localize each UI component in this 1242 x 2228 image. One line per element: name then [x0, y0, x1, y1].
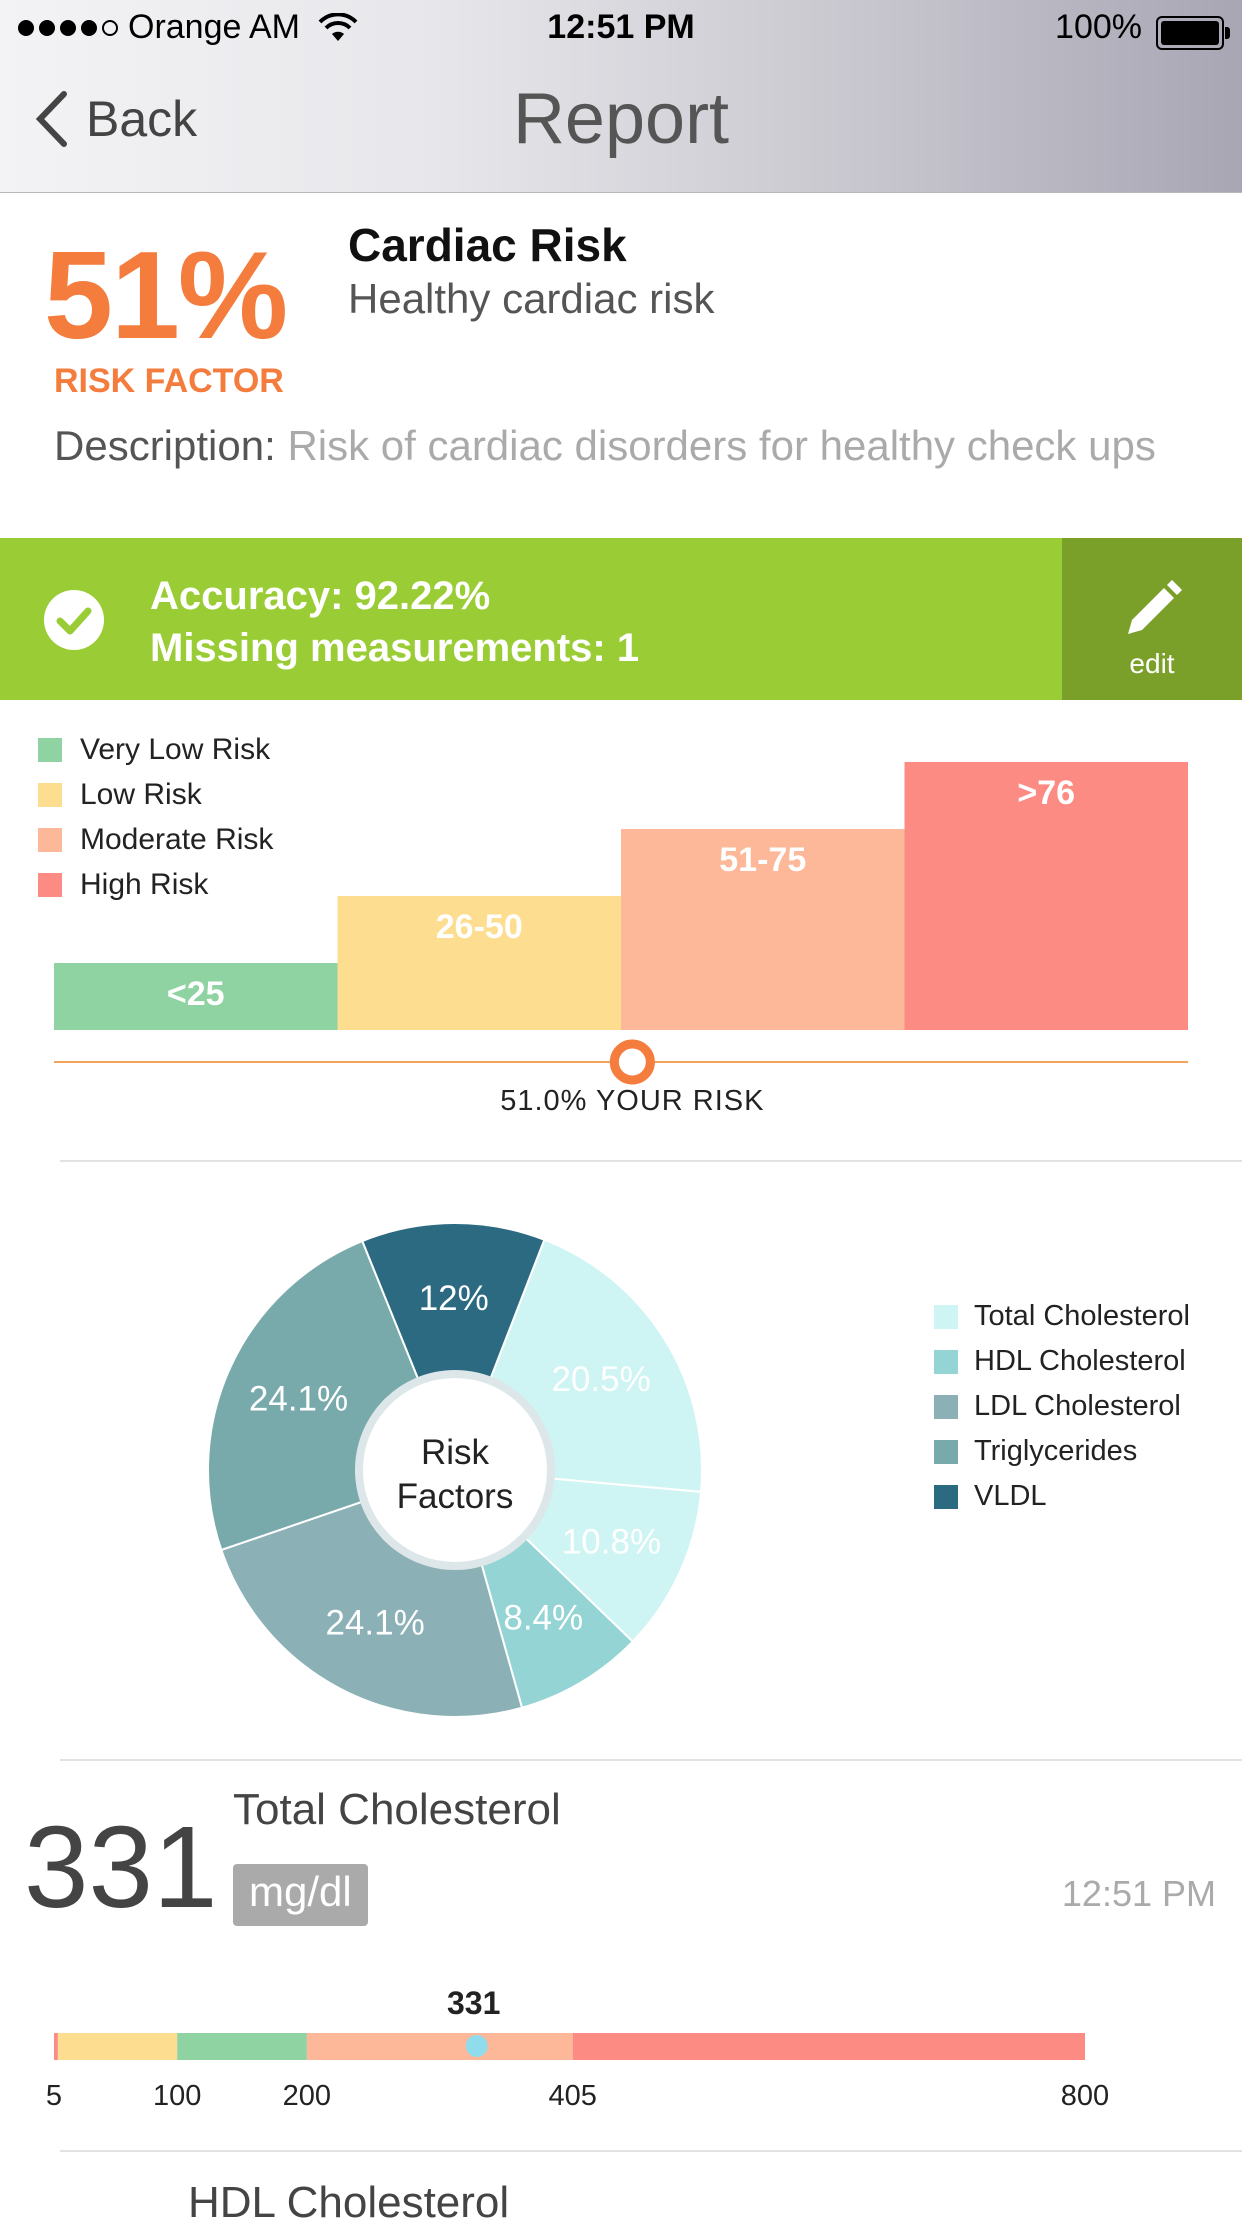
legend-swatch — [934, 1304, 958, 1329]
divider — [60, 1759, 1242, 1761]
legend-swatch — [934, 1439, 958, 1464]
legend-swatch — [38, 738, 62, 762]
risk-bar — [904, 762, 1188, 1030]
wifi-icon — [318, 12, 358, 41]
carrier-label: Orange AM — [128, 8, 300, 46]
legend-label: Moderate Risk — [80, 823, 274, 856]
pie-legend-item: HDL Cholesterol — [934, 1345, 1186, 1378]
range-tick-label: 100 — [152, 2080, 202, 2112]
legend-label: LDL Cholesterol — [974, 1390, 1181, 1422]
description-label: Description: — [54, 422, 276, 469]
range-segment — [306, 2033, 573, 2060]
pencil-icon — [1128, 580, 1182, 634]
legend-label: Low Risk — [80, 778, 202, 811]
back-label: Back — [86, 91, 198, 147]
battery-icon — [1156, 16, 1230, 50]
risk-bar-label: >76 — [1017, 774, 1075, 812]
chevron-left-icon — [35, 91, 67, 147]
pie-legend-item: VLDL — [934, 1480, 1047, 1513]
accuracy-banner — [0, 538, 1242, 700]
pie-slice-label: 12% — [419, 1279, 489, 1318]
accuracy-text: Accuracy: 92.22% Missing measurements: 1 — [150, 570, 639, 674]
status-bar: Orange AM 12:51 PM 100% — [0, 0, 1242, 64]
risk-bar — [54, 963, 338, 1030]
your-risk-marker — [609, 1039, 655, 1085]
range-tick-label: 200 — [282, 2080, 332, 2112]
signal-icon — [18, 19, 118, 36]
risk-percent: 51% — [44, 227, 288, 365]
risk-bar-label: <25 — [167, 975, 225, 1013]
legend-swatch — [38, 873, 62, 897]
range-segment — [57, 2033, 178, 2060]
battery-percent: 100% — [1055, 8, 1142, 46]
risk-subtitle: Healthy cardiac risk — [348, 275, 715, 322]
accuracy-value: Accuracy: 92.22% — [150, 574, 491, 618]
metric-time: 12:51 PM — [1061, 1873, 1216, 1914]
legend-swatch — [934, 1394, 958, 1419]
range-segment — [572, 2033, 1085, 2060]
range-marker — [465, 2035, 488, 2057]
legend-label: High Risk — [80, 868, 209, 901]
legend-swatch — [934, 1349, 958, 1374]
legend-swatch — [38, 783, 62, 807]
legend-item: Moderate Risk — [38, 823, 273, 857]
pie-legend-item: LDL Cholesterol — [934, 1390, 1181, 1423]
legend-label: HDL Cholesterol — [974, 1345, 1186, 1377]
pie-slice-label: 10.8% — [562, 1522, 661, 1561]
pie-legend-item: Triglycerides — [934, 1435, 1137, 1468]
carrier: Orange AM — [18, 8, 358, 47]
donut-center-label: Factors — [397, 1477, 514, 1516]
your-risk-label: 51.0% YOUR RISK — [500, 1085, 764, 1117]
legend-swatch — [934, 1484, 958, 1509]
range-bar — [54, 2033, 1085, 2060]
divider — [60, 1160, 1242, 1162]
donut-center-label: Risk — [421, 1433, 490, 1472]
range-value-label: 331 — [447, 1985, 501, 2021]
risk-bar-label: 26-50 — [436, 908, 523, 946]
risk-factors-donut-chart: 20.5% 10.8% 8.4% 24.1% 24.1% 12% Risk Factors — [207, 1222, 703, 1718]
metric-value: 331 — [24, 1802, 218, 1932]
navigation-bar — [0, 0, 1242, 193]
donut-center — [363, 1378, 547, 1562]
edit-button[interactable]: edit — [1062, 538, 1242, 700]
checkmark-circle-icon — [44, 590, 104, 650]
page-title: Report — [512, 79, 730, 159]
metric-name: Total Cholesterol — [233, 1785, 561, 1834]
description: Description: Risk of cardiac disorders f… — [54, 420, 1194, 472]
range-segment — [177, 2033, 307, 2060]
risk-factor-label: RISK FACTOR — [54, 362, 284, 400]
pie-slice-label: 8.4% — [503, 1599, 583, 1638]
legend-item: Low Risk — [38, 778, 202, 812]
range-segment — [54, 2033, 58, 2060]
risk-step-chart: <25 26-50 51-75 >76 51.0% YOUR RISK — [54, 762, 1188, 1117]
legend-label: Triglycerides — [974, 1435, 1138, 1467]
divider — [60, 2150, 1242, 2152]
legend-label: VLDL — [974, 1480, 1047, 1512]
risk-bar-label: 51-75 — [719, 841, 806, 879]
clock: 12:51 PM — [547, 8, 695, 46]
risk-title: Cardiac Risk — [348, 219, 627, 271]
range-tick-label: 5 — [45, 2080, 63, 2112]
unit-badge: mg/dl — [233, 1864, 368, 1926]
legend-item: Very Low Risk — [38, 733, 270, 767]
risk-bar — [337, 896, 621, 1030]
range-tick-label: 800 — [1060, 2080, 1110, 2112]
pie-slice-label: 24.1% — [325, 1603, 424, 1642]
description-text: Risk of cardiac disorders for healthy ch… — [287, 422, 1156, 469]
range-tick-label: 405 — [548, 2080, 597, 2112]
missing-measurements: Missing measurements: 1 — [150, 626, 640, 670]
legend-swatch — [38, 828, 62, 852]
legend-label: Total Cholesterol — [974, 1300, 1190, 1332]
pie-slice-label: 24.1% — [249, 1380, 348, 1419]
edit-label: edit — [1129, 648, 1175, 679]
pie-slice-label: 20.5% — [551, 1360, 650, 1399]
next-metric-name: HDL Cholesterol — [188, 2178, 510, 2227]
pie-legend-item: Total Cholesterol — [934, 1300, 1190, 1333]
back-button[interactable]: Back — [34, 90, 197, 148]
legend-item: High Risk — [38, 868, 208, 902]
risk-bar — [621, 829, 905, 1030]
legend-label: Very Low Risk — [80, 733, 271, 766]
